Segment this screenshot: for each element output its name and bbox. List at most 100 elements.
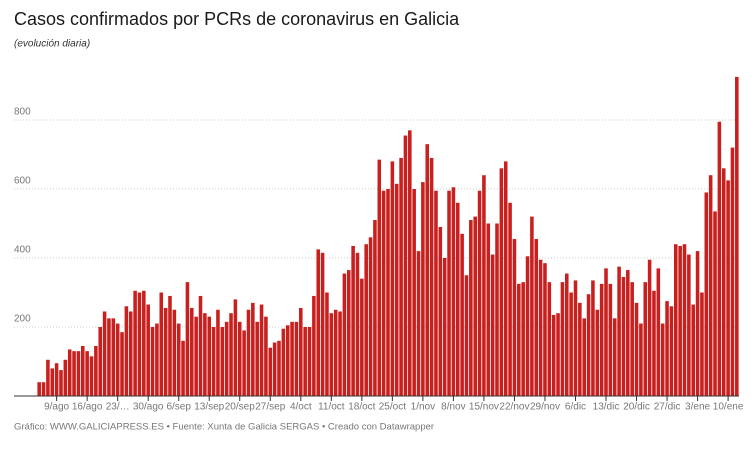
bar: [586, 294, 591, 396]
bar: [412, 189, 416, 396]
bar: [652, 290, 656, 396]
x-tick-label: 11/oct: [318, 402, 345, 413]
bar: [120, 332, 124, 396]
bar: [76, 351, 81, 396]
bar: [390, 161, 395, 396]
bar: [281, 328, 286, 396]
bar: [626, 270, 630, 396]
bar: [246, 309, 251, 396]
bar: [150, 327, 155, 396]
bar: [564, 273, 569, 396]
bar: [460, 233, 464, 396]
x-tick-label: 29/nov: [530, 402, 560, 413]
bar: [277, 340, 281, 396]
bar: [691, 304, 695, 396]
bar: [617, 266, 621, 396]
bar: [137, 292, 142, 396]
bar: [285, 325, 290, 396]
bar: [730, 147, 735, 396]
bar: [259, 304, 264, 396]
bar: [451, 187, 456, 396]
bar: [717, 121, 722, 396]
x-tick-label: 15/nov: [469, 402, 499, 413]
bar: [708, 175, 713, 396]
bar: [85, 351, 89, 396]
bar: [377, 159, 382, 396]
bar: [142, 290, 146, 396]
bar: [368, 237, 373, 396]
bar: [128, 311, 133, 396]
bar: [447, 190, 451, 396]
bar: [660, 323, 665, 396]
bar: [573, 280, 578, 396]
bar: [630, 282, 634, 396]
x-tick-label: 4/oct: [290, 402, 312, 413]
x-tick-label: 20/sep: [225, 402, 255, 413]
bar: [551, 314, 556, 396]
bar: [538, 259, 543, 396]
bar: [229, 313, 233, 396]
bar: [355, 252, 360, 396]
x-tick-label: 30/ago: [133, 402, 164, 413]
bar: [442, 258, 447, 396]
bar: [595, 309, 600, 396]
bar: [499, 168, 504, 396]
x-tick-label: 6/sep: [166, 402, 191, 413]
bar: [211, 327, 216, 396]
bar: [490, 254, 495, 396]
bar: [621, 276, 626, 396]
x-tick-label: 18/oct: [348, 402, 375, 413]
bar: [560, 282, 565, 396]
bar: [495, 223, 499, 396]
bar: [381, 190, 386, 396]
bar: [338, 311, 342, 396]
bar: [41, 382, 46, 396]
bar: [54, 363, 59, 396]
bar: [194, 316, 198, 396]
bar: [290, 321, 294, 396]
bar: [190, 308, 194, 396]
bar: [373, 220, 377, 396]
bar: [207, 316, 212, 396]
bar: [512, 239, 517, 396]
bar: [303, 327, 307, 396]
x-tick-label: 25/oct: [379, 402, 406, 413]
bar: [695, 251, 700, 396]
bar: [320, 252, 325, 396]
bar: [111, 318, 116, 396]
bar: [455, 202, 460, 396]
bar: [107, 318, 111, 396]
bar: [237, 321, 242, 396]
bar: [316, 249, 321, 396]
bar: [216, 309, 220, 396]
bar: [399, 157, 403, 396]
bar: [482, 175, 486, 396]
bar: [403, 135, 408, 396]
y-tick-label: 800: [14, 107, 31, 118]
bar: [421, 182, 425, 396]
bar: [81, 345, 85, 396]
bar: [37, 382, 41, 396]
bar: [517, 283, 521, 396]
bar: [203, 313, 207, 396]
bar: [682, 244, 687, 396]
bar: [469, 220, 473, 396]
x-tick-label: 22/nov: [499, 402, 529, 413]
x-tick-label: 6/dic: [565, 402, 586, 413]
bar: [198, 295, 203, 396]
x-tick-label: 16/ago: [72, 402, 103, 413]
bar: [155, 323, 159, 396]
bar: [50, 368, 55, 396]
x-tick-label: 27/dic: [654, 402, 681, 413]
bar: [233, 299, 238, 396]
x-tick-label: 9/ago: [44, 402, 69, 413]
bar: [351, 245, 355, 396]
y-tick-label: 400: [14, 245, 31, 256]
bar: [700, 292, 704, 396]
bar: [312, 295, 316, 396]
bar: [172, 309, 177, 396]
y-tick-label: 600: [14, 176, 31, 187]
bar: [608, 283, 613, 396]
bar: [486, 223, 491, 396]
bar: [98, 327, 103, 396]
